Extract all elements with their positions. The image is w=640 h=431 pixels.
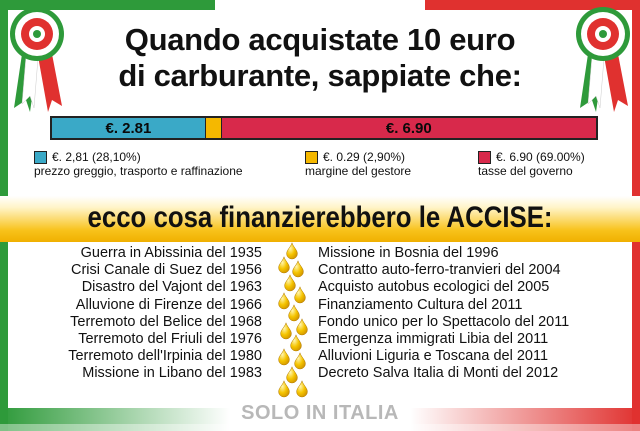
list-item: Missione in Bosnia del 1996 [318, 245, 499, 261]
list-item: Acquisto autobus ecologici del 2005 [318, 279, 550, 296]
oil-drop-icon [278, 348, 290, 366]
list-item: Terremoto del Belice del 1968 [70, 313, 262, 330]
oil-drop-icon [286, 242, 298, 260]
cost-segment: €. 6.90 [220, 118, 596, 138]
legend-value: €. 0.29 (2,90%) [323, 150, 406, 164]
legend-item-margin: €. 0.29 (2,90%) margine del gestore [305, 150, 411, 178]
oil-drop-icon [278, 292, 290, 310]
title-line-2: di carburante, sappiate che: [118, 58, 522, 93]
legend-swatch [478, 150, 491, 164]
oil-drop-icon [288, 304, 300, 322]
oil-drop-icon [286, 366, 298, 384]
cost-segment: €. 2.81 [52, 118, 205, 138]
list-item: Finanziamento Cultura del 2011 [318, 296, 523, 313]
oil-drop-icon [278, 256, 290, 274]
list-item: Missione in Libano del 1983 [82, 365, 262, 382]
list-item: Alluvioni Liguria e Toscana del 2011 [318, 348, 549, 365]
legend-swatch [305, 150, 318, 164]
oil-drop-icon [292, 260, 304, 278]
accise-list-right: Missione in Bosnia del 1996 Contratto aut… [318, 245, 569, 383]
cost-segment [204, 118, 221, 138]
legend-value: €. 2,81 (28,10%) [52, 150, 141, 164]
legend-item-taxes: €. 6.90 (69.00%) tasse del governo [478, 150, 585, 178]
list-item: Decreto Salva Italia di Monti del 2012 [318, 365, 559, 382]
oil-drop-icon [296, 318, 308, 336]
footer-text: SOLO IN ITALIA [241, 402, 399, 424]
legend-swatch [34, 150, 47, 164]
rosette-left-icon [10, 7, 64, 112]
legend-description: margine del gestore [305, 164, 412, 178]
legend-item-crude: €. 2,81 (28,10%) prezzo greggio, traspor… [34, 150, 243, 178]
legend-description: prezzo greggio, trasporto e raffinazione [34, 164, 243, 178]
oil-drop-icon [296, 380, 308, 398]
list-item: Contratto auto-ferro-tranvieri del 2004 [318, 262, 561, 279]
oil-drop-icon [290, 334, 302, 352]
oil-drop-icon [294, 286, 306, 304]
legend-description: tasse del governo [478, 164, 573, 178]
list-item: Terremoto dell'Irpinia del 1980 [68, 348, 262, 365]
oil-drop-icon [278, 380, 290, 398]
list-item: Guerra in Abissinia del 1935 [80, 245, 262, 261]
oil-drop-icon [294, 352, 306, 370]
oil-drop-icon [284, 274, 296, 292]
oil-drop-icon [280, 322, 292, 340]
rosette-right-icon [576, 7, 630, 112]
list-item: Emergenza immigrati Libia del 2011 [318, 331, 549, 348]
accise-heading: ecco cosa finanzierebbero le ACCISE: [87, 201, 553, 234]
list-item: Crisi Canale di Suez del 1956 [70, 262, 262, 279]
list-item: Disastro del Vajont del 1963 [81, 279, 262, 296]
page-title: Quando acquistate 10 euro di carburante,… [66, 22, 574, 94]
legend-value: €. 6.90 (69.00%) [496, 150, 585, 164]
list-item: Terremoto del Friuli del 1976 [78, 331, 262, 348]
title-line-1: Quando acquistate 10 euro [124, 22, 516, 57]
list-item: Fondo unico per lo Spettacolo del 2011 [318, 313, 570, 330]
accise-list-left: Guerra in Abissinia del 1935 Crisi Canale… [68, 245, 262, 383]
cost-breakdown-bar: €. 2.81 €. 6.90 [50, 116, 598, 140]
accise-heading-band [0, 196, 640, 242]
list-item: Alluvione di Firenze del 1966 [75, 296, 262, 313]
oil-drops-column [278, 242, 308, 398]
